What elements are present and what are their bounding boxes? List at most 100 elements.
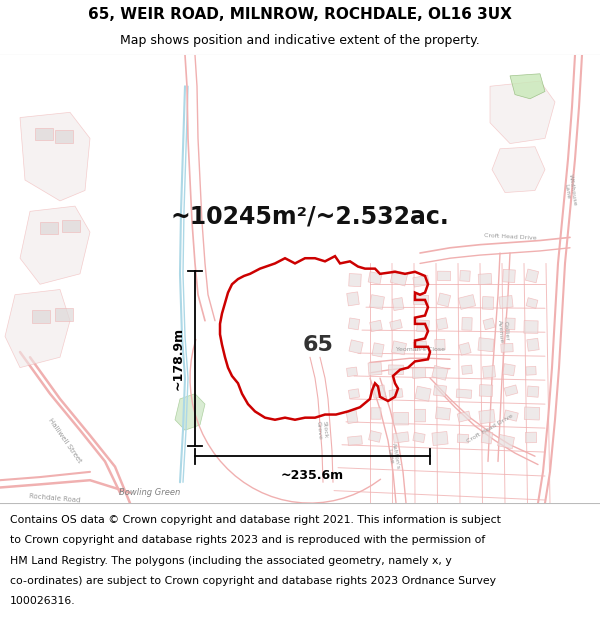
Text: Wildhouse
Lane: Wildhouse Lane	[562, 174, 578, 208]
Polygon shape	[413, 275, 429, 287]
Polygon shape	[388, 365, 404, 374]
Polygon shape	[390, 319, 402, 330]
Polygon shape	[370, 320, 382, 332]
Polygon shape	[393, 432, 409, 443]
Text: 100026316.: 100026316.	[10, 596, 76, 606]
Polygon shape	[413, 432, 425, 442]
Polygon shape	[372, 385, 386, 398]
Text: Rochdale Road: Rochdale Road	[29, 492, 81, 503]
Polygon shape	[482, 366, 496, 378]
Polygon shape	[20, 112, 90, 201]
Polygon shape	[35, 128, 53, 141]
Polygon shape	[526, 298, 538, 308]
Polygon shape	[457, 411, 471, 422]
Polygon shape	[501, 343, 513, 352]
Text: Bowling Green: Bowling Green	[119, 488, 181, 498]
Polygon shape	[392, 298, 404, 311]
Polygon shape	[372, 342, 384, 357]
Polygon shape	[55, 308, 73, 321]
Polygon shape	[497, 434, 514, 449]
Text: Croft Head Drive: Croft Head Drive	[484, 232, 536, 241]
Polygon shape	[416, 320, 430, 332]
Polygon shape	[457, 434, 469, 443]
Polygon shape	[5, 289, 70, 368]
Polygon shape	[392, 341, 406, 355]
Polygon shape	[481, 431, 493, 444]
Polygon shape	[503, 364, 515, 376]
Polygon shape	[389, 389, 403, 399]
Text: ~235.6m: ~235.6m	[281, 469, 344, 482]
Polygon shape	[368, 362, 382, 376]
Polygon shape	[32, 311, 50, 323]
Polygon shape	[504, 385, 518, 396]
Text: ~10245m²/~2.532ac.: ~10245m²/~2.532ac.	[170, 204, 449, 229]
Polygon shape	[478, 338, 494, 352]
Polygon shape	[433, 384, 446, 396]
Polygon shape	[503, 269, 515, 282]
Polygon shape	[40, 222, 58, 234]
Polygon shape	[368, 272, 382, 284]
Text: co-ordinates) are subject to Crown copyright and database rights 2023 Ordnance S: co-ordinates) are subject to Crown copyr…	[10, 576, 496, 586]
Polygon shape	[347, 436, 362, 446]
Polygon shape	[55, 130, 73, 142]
Polygon shape	[394, 412, 409, 425]
Polygon shape	[62, 219, 80, 232]
Text: 65: 65	[302, 335, 334, 355]
Text: Yeoman's Close: Yeoman's Close	[395, 347, 445, 352]
Polygon shape	[390, 270, 408, 286]
Polygon shape	[349, 389, 359, 399]
Polygon shape	[492, 147, 545, 192]
Polygon shape	[437, 271, 451, 281]
Polygon shape	[432, 366, 448, 380]
Polygon shape	[504, 410, 518, 421]
Polygon shape	[526, 269, 539, 283]
Polygon shape	[490, 81, 555, 144]
Polygon shape	[524, 407, 540, 420]
Polygon shape	[479, 384, 493, 397]
Polygon shape	[526, 366, 536, 375]
Polygon shape	[347, 292, 359, 306]
Polygon shape	[413, 295, 428, 305]
Text: ~178.9m: ~178.9m	[172, 327, 185, 390]
Text: Collier
Avenue: Collier Avenue	[497, 319, 509, 343]
Polygon shape	[347, 367, 358, 377]
Polygon shape	[461, 365, 472, 374]
Text: HM Land Registry. The polygons (including the associated geometry, namely x, y: HM Land Registry. The polygons (includin…	[10, 556, 452, 566]
Text: Stock
Grove: Stock Grove	[316, 420, 328, 440]
Polygon shape	[524, 321, 538, 333]
Polygon shape	[456, 389, 472, 398]
Polygon shape	[478, 274, 492, 284]
Polygon shape	[368, 431, 382, 442]
Text: Map shows position and indicative extent of the property.: Map shows position and indicative extent…	[120, 34, 480, 47]
Polygon shape	[371, 408, 381, 419]
Polygon shape	[436, 407, 451, 420]
Polygon shape	[20, 206, 90, 284]
Polygon shape	[505, 318, 515, 330]
Text: Ashton's
Lane: Ashton's Lane	[385, 442, 401, 471]
Polygon shape	[499, 296, 513, 309]
Polygon shape	[527, 338, 539, 351]
Polygon shape	[459, 342, 471, 355]
Polygon shape	[482, 296, 494, 309]
Polygon shape	[413, 341, 427, 351]
Polygon shape	[349, 274, 361, 287]
Text: to Crown copyright and database rights 2023 and is reproduced with the permissio: to Crown copyright and database rights 2…	[10, 536, 485, 546]
Polygon shape	[526, 432, 536, 442]
Polygon shape	[432, 431, 448, 446]
Text: 65, WEIR ROAD, MILNROW, ROCHDALE, OL16 3UX: 65, WEIR ROAD, MILNROW, ROCHDALE, OL16 3…	[88, 8, 512, 22]
Polygon shape	[479, 409, 495, 424]
Polygon shape	[175, 394, 205, 430]
Polygon shape	[415, 386, 431, 401]
Polygon shape	[349, 340, 363, 354]
Polygon shape	[458, 294, 476, 309]
Text: Halliwell Street: Halliwell Street	[47, 418, 83, 464]
Polygon shape	[510, 74, 545, 99]
Text: Croft Head Drive: Croft Head Drive	[466, 412, 514, 443]
Polygon shape	[349, 318, 359, 330]
Polygon shape	[346, 409, 358, 424]
Polygon shape	[437, 293, 451, 307]
Polygon shape	[460, 271, 470, 281]
Text: Contains OS data © Crown copyright and database right 2021. This information is : Contains OS data © Crown copyright and d…	[10, 515, 501, 525]
Polygon shape	[462, 318, 472, 330]
Polygon shape	[483, 318, 495, 330]
